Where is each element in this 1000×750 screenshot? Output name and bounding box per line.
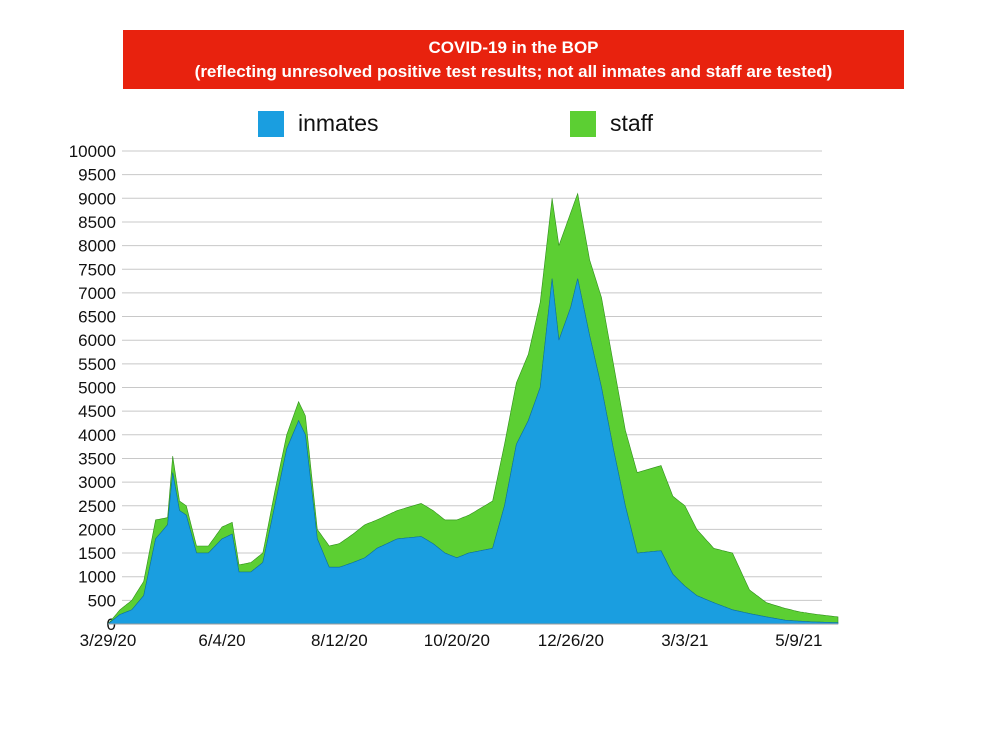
x-tick-label-4: 12/26/20 xyxy=(538,631,604,650)
x-tick-label-1: 6/4/20 xyxy=(198,631,245,650)
y-tick-label-5000: 5000 xyxy=(78,379,116,398)
x-tick-label-5: 3/3/21 xyxy=(661,631,708,650)
y-tick-label-7500: 7500 xyxy=(78,260,116,279)
legend-swatch-inmates xyxy=(258,110,284,137)
y-tick-label-7000: 7000 xyxy=(78,284,116,303)
y-tick-label-4500: 4500 xyxy=(78,402,116,421)
chart-subtitle: (reflecting unresolved positive test res… xyxy=(194,62,833,81)
x-axis-ticks: 3/29/20 6/4/20 8/12/20 10/20/20 12/26/20 3/3/… xyxy=(80,631,823,650)
legend-item-staff: staff xyxy=(570,110,653,137)
y-tick-label-5500: 5500 xyxy=(78,355,116,374)
legend-item-inmates: inmates xyxy=(258,110,379,137)
y-tick-label-8500: 8500 xyxy=(78,213,116,232)
chart-title-box: COVID-19 in the BOP (reflecting unresolv… xyxy=(123,30,904,89)
legend-label-staff: staff xyxy=(610,110,654,136)
y-tick-label-2500: 2500 xyxy=(78,497,116,516)
x-tick-label-6: 5/9/21 xyxy=(775,631,822,650)
legend-swatch-staff xyxy=(570,110,596,137)
series-inmates-area xyxy=(107,278,839,625)
x-tick-label-3: 10/20/20 xyxy=(424,631,490,650)
x-tick-label-0: 3/29/20 xyxy=(80,631,137,650)
y-tick-label-8000: 8000 xyxy=(78,237,116,256)
y-tick-label-6000: 6000 xyxy=(78,331,116,350)
y-tick-label-4000: 4000 xyxy=(78,426,116,445)
y-tick-label-500: 500 xyxy=(88,591,116,610)
y-tick-label-1500: 1500 xyxy=(78,544,116,563)
x-tick-label-2: 8/12/20 xyxy=(311,631,368,650)
y-tick-label-9000: 9000 xyxy=(78,189,116,208)
y-tick-label-3500: 3500 xyxy=(78,449,116,468)
chart-title: COVID-19 in the BOP xyxy=(428,38,599,57)
y-tick-label-1000: 1000 xyxy=(78,568,116,587)
chart-legend: inmates staff xyxy=(0,110,1000,142)
legend-label-inmates: inmates xyxy=(298,110,379,136)
y-axis-ticks: 0500100015002000250030003500400045005000… xyxy=(69,142,116,634)
y-tick-label-10000: 10000 xyxy=(69,142,116,161)
y-tick-label-3000: 3000 xyxy=(78,473,116,492)
y-tick-label-6500: 6500 xyxy=(78,308,116,327)
data-areas xyxy=(107,192,839,625)
y-tick-label-9500: 9500 xyxy=(78,166,116,185)
y-tick-label-2000: 2000 xyxy=(78,520,116,539)
